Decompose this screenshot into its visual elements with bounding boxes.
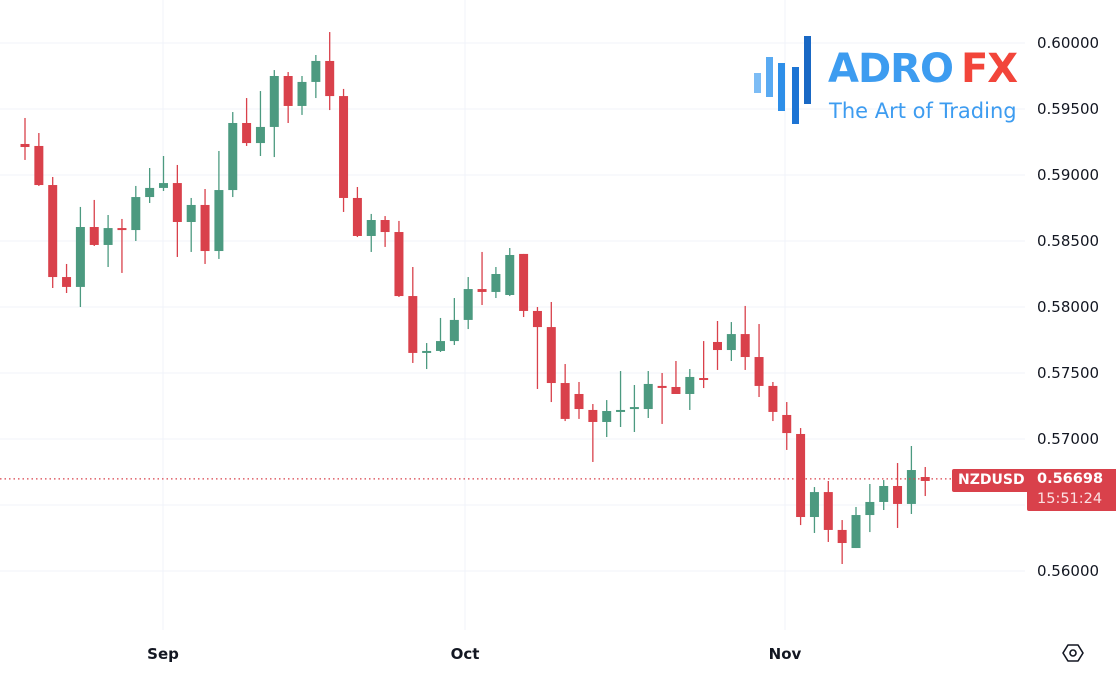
candle: [768, 381, 778, 422]
candles: [20, 32, 930, 565]
candle: [131, 185, 141, 241]
candle: [20, 117, 30, 160]
candle: [145, 168, 155, 203]
time-tick-label: Oct: [451, 645, 480, 663]
candle: [851, 506, 861, 549]
bar-countdown: 15:51:24: [1037, 491, 1103, 507]
candle: [436, 317, 445, 353]
candle: [740, 305, 750, 370]
logo-brand-accent: FX: [960, 46, 1018, 92]
candle: [380, 216, 390, 247]
settings-icon: [1062, 644, 1084, 662]
candle: [643, 371, 653, 419]
candle: [117, 218, 127, 273]
candle: [629, 385, 639, 433]
candle: [685, 369, 695, 410]
candle: [48, 176, 58, 288]
price-tick-label: 0.58000: [1037, 298, 1099, 316]
candle: [491, 267, 501, 299]
candle: [463, 277, 473, 330]
candle: [893, 463, 903, 528]
candle: [477, 251, 487, 306]
candle: [546, 301, 556, 403]
candle: [214, 150, 224, 259]
candle: [75, 206, 85, 307]
candle: [920, 466, 930, 497]
price-tick-label: 0.58500: [1037, 232, 1099, 250]
candle: [449, 298, 459, 346]
candle: [865, 484, 875, 533]
candle: [657, 373, 667, 424]
candle: [255, 91, 265, 156]
time-tick-label: Nov: [769, 645, 802, 663]
price-tick-label: 0.57000: [1037, 430, 1099, 448]
candle: [519, 253, 529, 318]
candle: [352, 187, 362, 238]
time-tick-label: Sep: [147, 645, 179, 663]
candle: [796, 428, 806, 526]
candle: [560, 364, 570, 422]
price-tick-label: 0.59000: [1037, 166, 1099, 184]
logo-tagline: The Art of Trading: [829, 99, 1017, 123]
candle: [754, 324, 764, 398]
candle: [159, 155, 168, 191]
candle: [588, 404, 598, 462]
candle: [532, 307, 542, 389]
candle: [879, 480, 889, 511]
candle: [200, 188, 210, 264]
candle: [186, 197, 196, 252]
candle: [602, 400, 612, 438]
candle: [906, 445, 916, 514]
candle: [823, 480, 833, 542]
candle: [172, 164, 182, 257]
candle: [242, 98, 252, 146]
candle: [574, 381, 584, 419]
chart-settings-button[interactable]: [1061, 641, 1085, 665]
grid-lines: [0, 0, 1025, 630]
candle: [34, 133, 44, 186]
candle: [62, 263, 72, 294]
price-tick-label: 0.57500: [1037, 364, 1099, 382]
last-price-value: 0.56698: [1037, 471, 1104, 487]
candle: [366, 213, 376, 252]
adrofx-logo: ADRO FX The Art of Trading: [754, 33, 1024, 128]
candle: [103, 214, 113, 268]
candle: [699, 341, 709, 389]
candle: [283, 72, 293, 123]
candle: [809, 487, 819, 533]
candle: [671, 360, 681, 394]
candle: [616, 371, 626, 427]
price-tick-label: 0.60000: [1037, 34, 1099, 52]
candle: [394, 220, 404, 297]
time-axis[interactable]: Sep Oct Nov: [147, 645, 801, 663]
candle: [325, 32, 335, 111]
candle: [713, 320, 722, 370]
price-tick-label: 0.56000: [1037, 562, 1099, 580]
candle: [269, 70, 279, 158]
symbol-label: NZDUSD: [952, 469, 1031, 492]
price-tick-label: 0.59500: [1037, 100, 1099, 118]
logo-bars-icon: [754, 33, 814, 128]
candle: [228, 112, 238, 198]
candle: [837, 520, 847, 565]
logo-wordmark: ADRO FX: [828, 46, 1018, 92]
logo-brand: ADRO: [828, 46, 954, 92]
candle: [297, 76, 307, 115]
candle: [339, 88, 349, 212]
price-axis[interactable]: 0.60000 0.59500 0.59000 0.58500 0.58000 0.575…: [1037, 34, 1099, 580]
candle: [505, 247, 515, 297]
candle: [422, 343, 432, 370]
candle: [726, 322, 736, 361]
candle: [408, 267, 418, 363]
candle: [89, 199, 99, 247]
candle: [782, 402, 792, 450]
candle: [311, 55, 321, 99]
last-price-tag: 0.56698 15:51:24: [1027, 469, 1116, 511]
